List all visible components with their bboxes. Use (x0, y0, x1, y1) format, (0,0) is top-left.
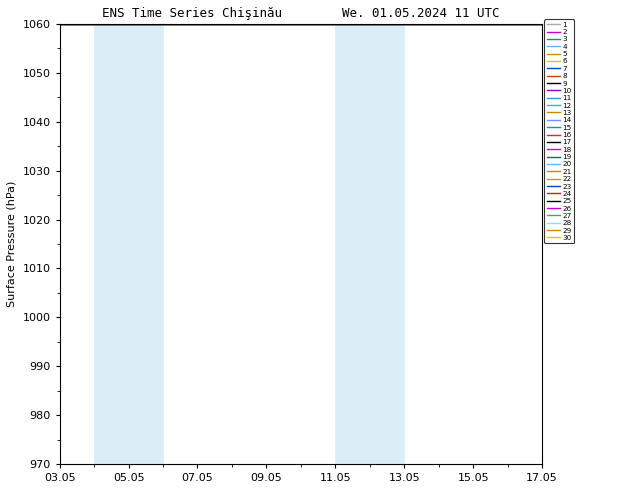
Bar (335, 24, 370, 464)
Y-axis label: Surface Pressure (hPa): Surface Pressure (hPa) (7, 181, 17, 307)
Bar (370, 24, 404, 464)
Bar (129, 24, 163, 464)
Legend: 1, 2, 3, 4, 5, 6, 7, 8, 9, 10, 11, 12, 13, 14, 15, 16, 17, 18, 19, 20, 21, 22, 2: 1, 2, 3, 4, 5, 6, 7, 8, 9, 10, 11, 12, 1… (545, 20, 574, 243)
Bar (94, 24, 129, 464)
Title: ENS Time Series Chişinău        We. 01.05.2024 11 UTC: ENS Time Series Chişinău We. 01.05.2024 … (102, 7, 500, 20)
